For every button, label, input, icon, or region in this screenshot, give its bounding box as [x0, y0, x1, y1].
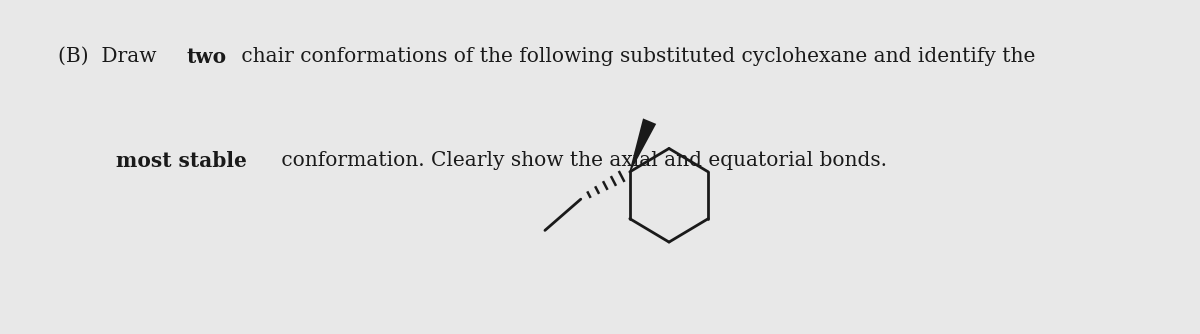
Text: two: two [186, 46, 227, 66]
Text: chair conformations of the following substituted cyclohexane and identify the: chair conformations of the following sub… [235, 46, 1036, 65]
Text: most stable: most stable [116, 151, 247, 171]
Text: (B)  Draw: (B) Draw [59, 46, 163, 65]
Polygon shape [629, 119, 656, 172]
Text: conformation. Clearly show the axial and equatorial bonds.: conformation. Clearly show the axial and… [276, 151, 888, 170]
